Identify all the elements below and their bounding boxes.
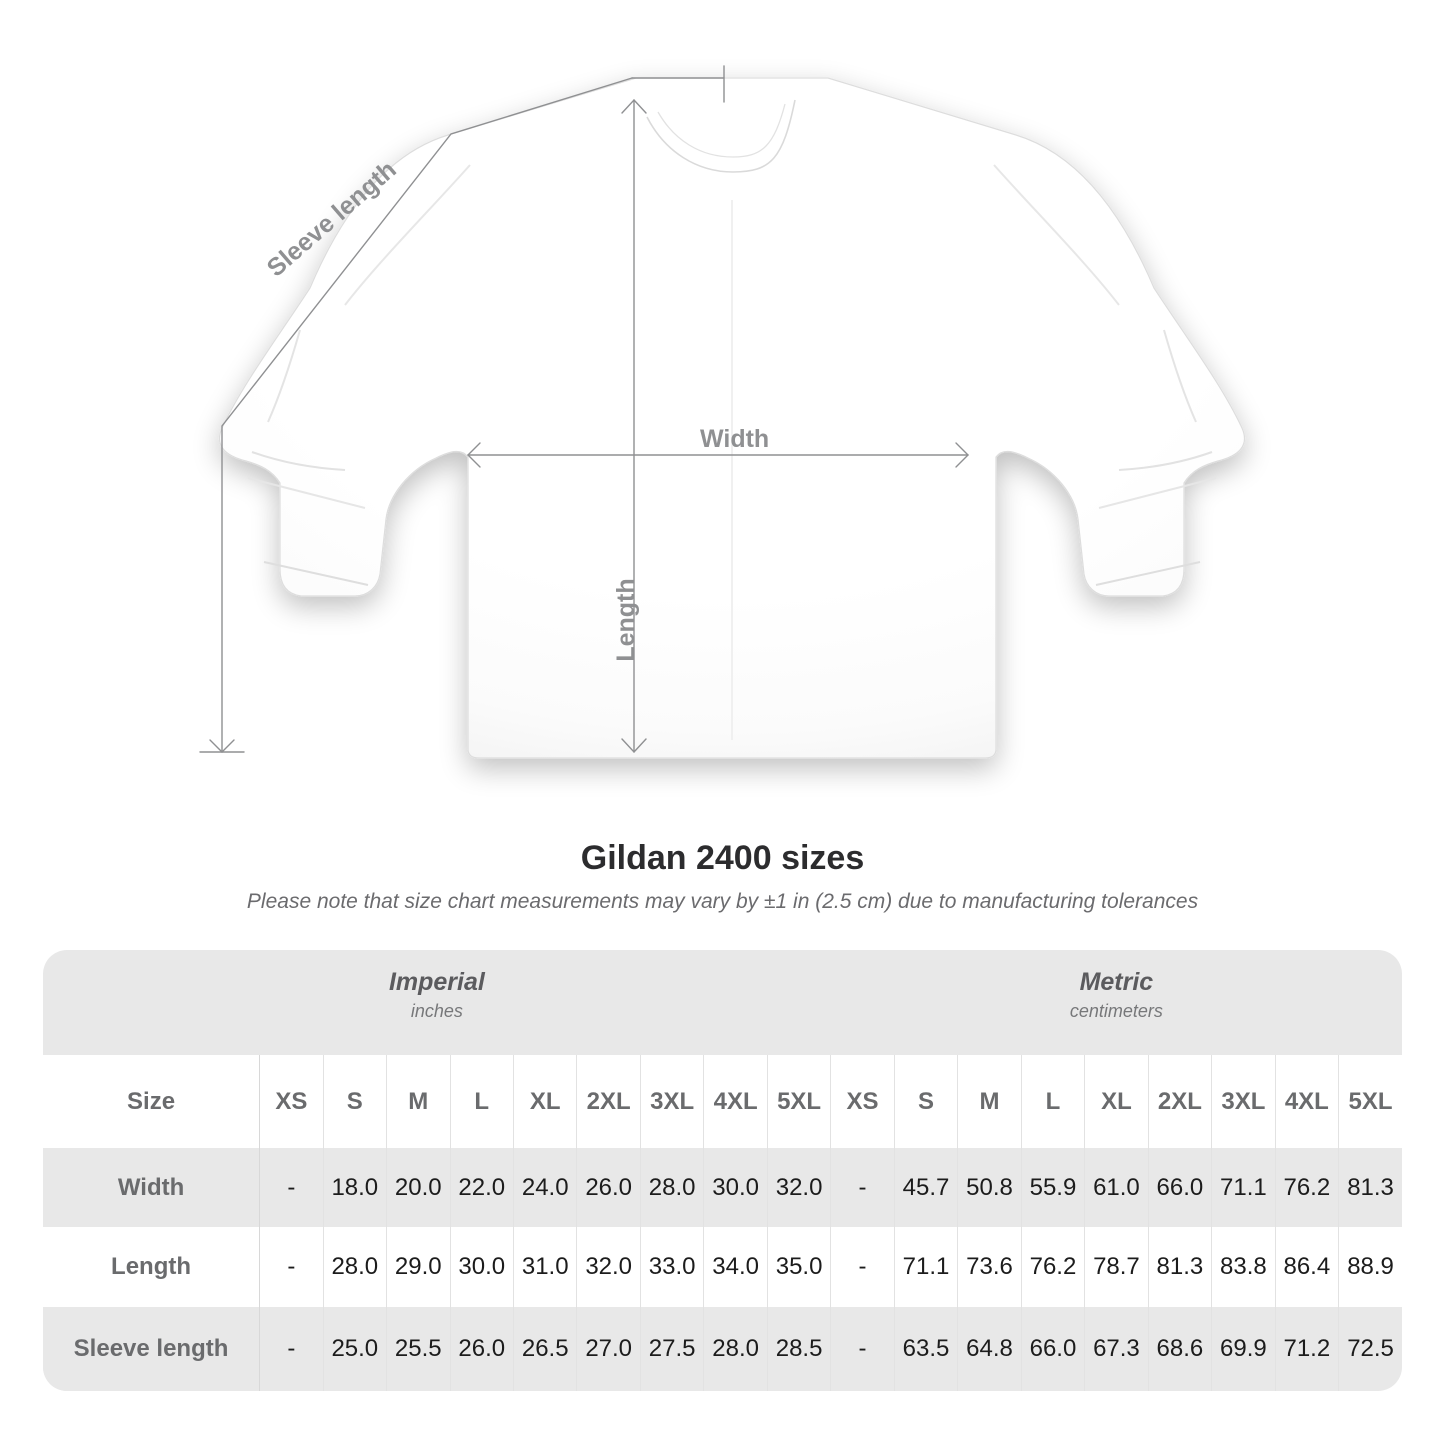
svg-text:Length: Length	[612, 578, 640, 661]
svg-text:Width: Width	[700, 425, 769, 453]
